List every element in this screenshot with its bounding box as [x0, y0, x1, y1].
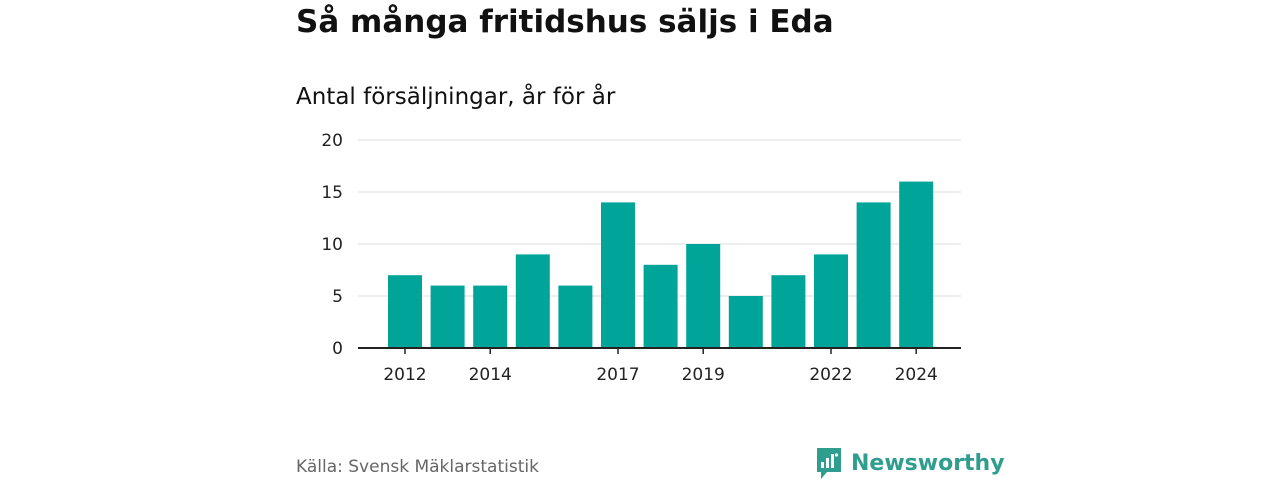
bar-2021	[771, 275, 806, 348]
newsworthy-logo-icon	[817, 448, 841, 479]
chart-subtitle: Antal försäljningar, år för år	[296, 84, 616, 110]
bar-2018	[643, 264, 678, 348]
x-tick-label: 2014	[469, 365, 512, 385]
y-tick-label: 5	[332, 287, 343, 307]
bar-2012	[388, 275, 422, 348]
brand-name: Newsworthy	[851, 450, 1005, 476]
x-tick-label: 2017	[596, 365, 639, 385]
brand-logo: Newsworthy	[815, 446, 1005, 480]
bar-2019	[686, 244, 721, 348]
x-tick-label: 2019	[682, 365, 725, 385]
bar-2016	[558, 285, 593, 348]
chart-title: Så många fritidshus säljs i Eda	[296, 4, 834, 40]
bar-2014	[473, 285, 508, 348]
y-tick-label: 20	[321, 131, 343, 151]
bar-2020	[728, 296, 763, 348]
bar-2023	[856, 202, 891, 348]
y-axis-ticks: 0 5 10 15 20	[321, 131, 343, 359]
y-tick-label: 15	[321, 183, 343, 203]
source-note: Källa: Svensk Mäklarstatistik	[296, 457, 539, 477]
x-axis-ticks: 2012 2014 2017 2019 2022 2024	[383, 348, 938, 385]
bar-chart: 0 5 10 15 20 2012 2014 2017 2019 2022 2024	[321, 131, 961, 385]
x-tick-label: 2024	[895, 365, 938, 385]
bar-2015	[515, 254, 550, 348]
bar-2013	[430, 285, 465, 348]
y-tick-label: 0	[332, 339, 343, 359]
bar-2024	[899, 181, 934, 348]
x-tick-label: 2012	[383, 365, 426, 385]
bar-2022	[814, 254, 848, 348]
bars	[388, 181, 934, 348]
bar-2017	[601, 202, 635, 348]
x-tick-label: 2022	[809, 365, 852, 385]
y-tick-label: 10	[321, 235, 343, 255]
